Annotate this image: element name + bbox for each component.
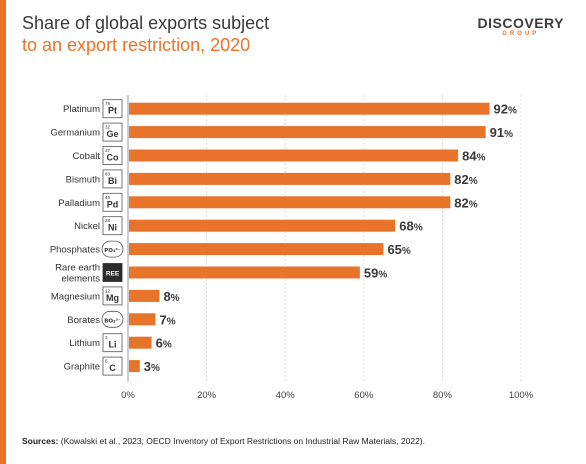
element-symbol: Mg — [106, 293, 119, 303]
x-tick-label: 0% — [121, 390, 135, 401]
title-line-1: Share of global exports subject — [22, 13, 270, 33]
category-label: Cobalt — [73, 151, 101, 162]
element-number: 12 — [105, 288, 111, 293]
element-tile-icon — [102, 122, 123, 142]
ree-tile-icon — [102, 263, 123, 282]
bar — [129, 172, 451, 185]
element-symbol: Co — [107, 153, 119, 163]
category-label: Palladium — [58, 198, 100, 209]
element-tile-icon — [102, 333, 123, 353]
element-tile-icon — [102, 192, 123, 212]
element-symbol: C — [109, 363, 116, 373]
bar — [129, 126, 486, 139]
x-tick-label: 60% — [354, 390, 374, 401]
data-label: 82% — [454, 195, 477, 210]
logo-main-text: DISCOVERY — [477, 15, 564, 31]
element-symbol: Bi — [108, 176, 117, 186]
sources-text: (Kowalski et al., 2023; OECD Inventory o… — [60, 436, 425, 446]
element-tile-icon — [102, 146, 123, 165]
ion-tile-icon — [101, 310, 124, 328]
element-number: 32 — [105, 125, 111, 130]
element-symbol: Ni — [108, 223, 117, 233]
bar — [129, 243, 384, 256]
element-number: 27 — [105, 148, 111, 153]
element-symbol: REE — [106, 271, 120, 278]
category-label: Borates — [67, 315, 100, 326]
data-label: 7% — [160, 312, 176, 327]
x-tick-label: 20% — [197, 390, 217, 401]
bar — [129, 196, 451, 209]
category-label: Platinum — [63, 104, 100, 115]
accent-stripe — [0, 0, 6, 464]
bar — [129, 313, 156, 326]
x-tick-label: 100% — [509, 390, 534, 401]
ion-tile-icon — [101, 240, 124, 258]
x-tick-label: 80% — [433, 390, 453, 401]
bar — [129, 219, 396, 232]
category-label: Graphite — [64, 362, 100, 373]
title-line-2: to an export restriction, 2020 — [22, 35, 251, 55]
data-label: 82% — [454, 172, 477, 187]
element-tile-icon — [102, 169, 123, 189]
sources-label: Sources: — [22, 436, 59, 446]
data-label: 8% — [163, 289, 179, 304]
category-label: Nickel — [74, 221, 100, 232]
element-symbol: Li — [109, 340, 117, 350]
element-number: 6 — [105, 359, 108, 364]
category-label: Lithium — [69, 338, 100, 349]
grid-layer — [127, 95, 522, 382]
x-tick-label: 40% — [276, 390, 296, 401]
ion-symbol: PO₄³⁻ — [104, 247, 121, 254]
element-symbol: Ge — [106, 129, 118, 139]
ion-symbol: BO₃³⁻ — [104, 317, 121, 324]
bar — [129, 360, 140, 373]
logo-sub-text: GROUP — [502, 31, 540, 37]
element-tile-icon — [102, 286, 123, 306]
data-label: 65% — [387, 242, 410, 257]
data-label: 59% — [364, 266, 387, 281]
bar — [129, 149, 459, 162]
category-label: Magnesium — [51, 291, 100, 302]
category-label: Germanium — [50, 128, 100, 139]
element-number: 28 — [105, 218, 111, 223]
bars-layer — [129, 102, 490, 373]
data-label: 3% — [144, 359, 160, 374]
element-tile-icon — [102, 99, 123, 119]
data-label: 92% — [494, 102, 517, 117]
bar — [129, 336, 152, 349]
element-symbol: Pt — [108, 106, 117, 116]
element-number: 3 — [105, 335, 108, 340]
discovery-group-logo: DISCOVERY GROUP — [478, 16, 564, 38]
chart-title: Share of global exports subject to an ex… — [22, 12, 269, 56]
category-label: Rare earth elements — [55, 263, 100, 285]
data-label: 68% — [399, 219, 422, 234]
bar — [129, 102, 490, 115]
element-tile-icon — [102, 216, 123, 236]
sources-note: Sources: (Kowalski et al., 2023; OECD In… — [22, 436, 425, 446]
element-number: 46 — [105, 195, 111, 200]
data-label: 6% — [156, 336, 172, 351]
element-tile-icon — [102, 356, 123, 376]
element-number: 78 — [105, 101, 111, 106]
bar — [129, 289, 160, 302]
bar — [129, 266, 360, 279]
category-label: Phosphates — [50, 245, 100, 256]
element-number: 83 — [105, 171, 111, 176]
element-symbol: Pd — [107, 199, 119, 209]
x-axis-ticks: 0% 20% 40% 60% 80% 100% — [121, 390, 534, 401]
data-label: 84% — [462, 149, 485, 164]
category-label: Bismuth — [66, 174, 100, 185]
data-label: 91% — [490, 125, 513, 140]
